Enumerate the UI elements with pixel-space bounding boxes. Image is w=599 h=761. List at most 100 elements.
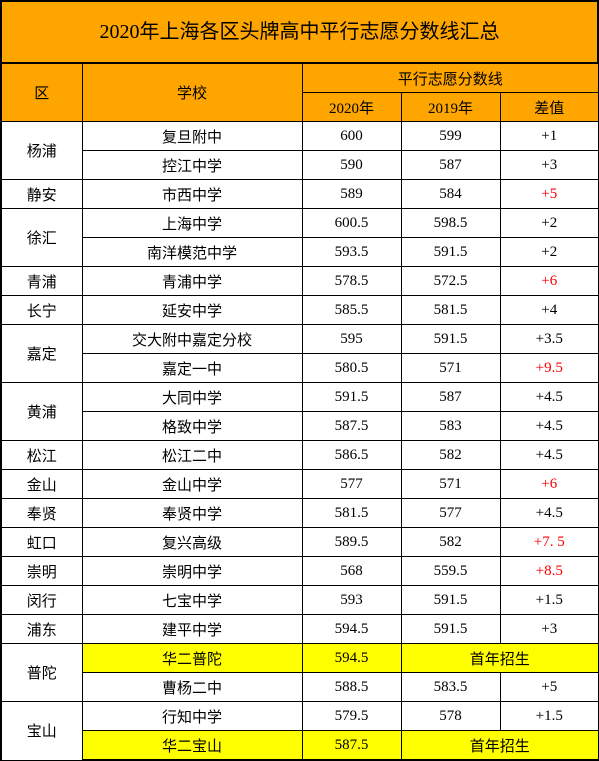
- cell-2020: 589.5: [302, 528, 401, 557]
- cell-diff: +4.5: [500, 383, 599, 412]
- cell-district: 崇明: [2, 557, 82, 586]
- cell-2019: 591.5: [401, 615, 500, 644]
- cell-2020: 600: [302, 122, 401, 151]
- cell-district: 静安: [2, 180, 82, 209]
- cell-2020: 587.5: [302, 412, 401, 441]
- table-row: 华二宝山587.5首年招生: [2, 731, 599, 761]
- cell-district: 松江: [2, 441, 82, 470]
- cell-2020: 585.5: [302, 296, 401, 325]
- table-row: 曹杨二中588.5583.5+5: [2, 673, 599, 702]
- table-container: 2020年上海各区头牌高中平行志愿分数线汇总 区 学校 平行志愿分数线 2020…: [0, 0, 599, 761]
- cell-2019: 591.5: [401, 325, 500, 354]
- cell-district: 浦东: [2, 615, 82, 644]
- cell-school: 崇明中学: [82, 557, 302, 586]
- cell-diff: +9.5: [500, 354, 599, 383]
- cell-diff: +4.5: [500, 441, 599, 470]
- table-row: 嘉定一中580.5571+9.5: [2, 354, 599, 383]
- cell-school: 控江中学: [82, 151, 302, 180]
- cell-diff: +5: [500, 673, 599, 702]
- cell-2020: 588.5: [302, 673, 401, 702]
- cell-diff: +3: [500, 151, 599, 180]
- cell-district: 普陀: [2, 644, 82, 702]
- cell-2019: 583: [401, 412, 500, 441]
- cell-school: 青浦中学: [82, 267, 302, 296]
- cell-2019: 583.5: [401, 673, 500, 702]
- cell-2020: 579.5: [302, 702, 401, 731]
- cell-2020: 568: [302, 557, 401, 586]
- cell-2020: 593: [302, 586, 401, 615]
- table-row: 徐汇上海中学600.5598.5+2: [2, 209, 599, 238]
- table-row: 闵行七宝中学593591.5+1.5: [2, 586, 599, 615]
- cell-2019: 571: [401, 354, 500, 383]
- cell-diff: +4.5: [500, 499, 599, 528]
- cell-2020: 600.5: [302, 209, 401, 238]
- cell-2020: 590: [302, 151, 401, 180]
- table-row: 静安市西中学589584+5: [2, 180, 599, 209]
- cell-2019: 582: [401, 441, 500, 470]
- cell-2019: 598.5: [401, 209, 500, 238]
- cell-school: 华二普陀: [82, 644, 302, 673]
- cell-2020: 586.5: [302, 441, 401, 470]
- cell-district: 徐汇: [2, 209, 82, 267]
- th-school: 学校: [82, 64, 302, 122]
- cell-2019: 578: [401, 702, 500, 731]
- cell-diff: +5: [500, 180, 599, 209]
- cell-2020: 581.5: [302, 499, 401, 528]
- cell-diff: +8.5: [500, 557, 599, 586]
- th-2020: 2020年: [302, 93, 401, 122]
- cell-school: 复旦附中: [82, 122, 302, 151]
- cell-district: 闵行: [2, 586, 82, 615]
- cell-school: 交大附中嘉定分校: [82, 325, 302, 354]
- cell-2019: 581.5: [401, 296, 500, 325]
- cell-district: 金山: [2, 470, 82, 499]
- cell-2019: 587: [401, 383, 500, 412]
- page-title: 2020年上海各区头牌高中平行志愿分数线汇总: [2, 2, 599, 64]
- cell-2020: 595: [302, 325, 401, 354]
- cell-2020: 594.5: [302, 615, 401, 644]
- cell-diff: +2: [500, 238, 599, 267]
- cell-school: 建平中学: [82, 615, 302, 644]
- cell-district: 宝山: [2, 702, 82, 761]
- cell-diff: +3: [500, 615, 599, 644]
- cell-school: 上海中学: [82, 209, 302, 238]
- table-row: 黄浦大同中学591.5587+4.5: [2, 383, 599, 412]
- table-row: 金山金山中学577571+6: [2, 470, 599, 499]
- cell-first-year: 首年招生: [401, 644, 599, 673]
- table-row: 奉贤奉贤中学581.5577+4.5: [2, 499, 599, 528]
- table-row: 格致中学587.5583+4.5: [2, 412, 599, 441]
- cell-2019: 559.5: [401, 557, 500, 586]
- cell-diff: +4.5: [500, 412, 599, 441]
- cell-diff: +3.5: [500, 325, 599, 354]
- th-diff: 差值: [500, 93, 599, 122]
- cell-school: 嘉定一中: [82, 354, 302, 383]
- cell-2019: 582: [401, 528, 500, 557]
- cell-district: 杨浦: [2, 122, 82, 180]
- cell-diff: +2: [500, 209, 599, 238]
- cell-2019: 587: [401, 151, 500, 180]
- cell-diff: +1.5: [500, 586, 599, 615]
- cell-school: 南洋模范中学: [82, 238, 302, 267]
- cell-school: 格致中学: [82, 412, 302, 441]
- cell-diff: +7. 5: [500, 528, 599, 557]
- cell-school: 奉贤中学: [82, 499, 302, 528]
- cell-first-year: 首年招生: [401, 731, 599, 761]
- table-row: 控江中学590587+3: [2, 151, 599, 180]
- cell-2020: 577: [302, 470, 401, 499]
- cell-2020: 589: [302, 180, 401, 209]
- cell-diff: +6: [500, 267, 599, 296]
- cell-2019: 599: [401, 122, 500, 151]
- cell-2019: 591.5: [401, 238, 500, 267]
- cell-diff: +4: [500, 296, 599, 325]
- cell-school: 曹杨二中: [82, 673, 302, 702]
- th-score-group: 平行志愿分数线: [302, 64, 599, 93]
- table-row: 崇明崇明中学568559.5+8.5: [2, 557, 599, 586]
- cell-diff: +6: [500, 470, 599, 499]
- cell-2019: 584: [401, 180, 500, 209]
- cell-school: 金山中学: [82, 470, 302, 499]
- cell-school: 松江二中: [82, 441, 302, 470]
- cell-2019: 591.5: [401, 586, 500, 615]
- cell-school: 华二宝山: [82, 731, 302, 761]
- cell-2020: 587.5: [302, 731, 401, 761]
- table-row: 南洋模范中学593.5591.5+2: [2, 238, 599, 267]
- table-row: 普陀华二普陀594.5首年招生: [2, 644, 599, 673]
